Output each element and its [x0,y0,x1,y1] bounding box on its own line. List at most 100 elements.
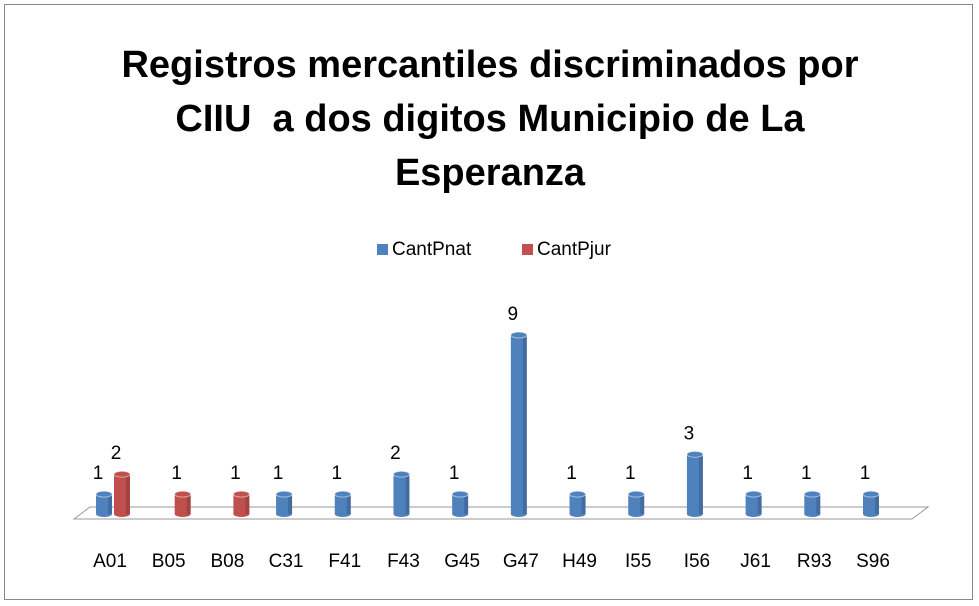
bar-body [276,494,293,514]
bar-bottom [233,511,250,517]
bar-top [862,490,880,498]
bar-bottom [114,511,130,517]
bar [95,490,113,517]
bar-body [686,454,703,514]
x-tick-label: I56 [684,551,710,572]
bar-top [275,490,293,498]
bar-body [569,494,586,514]
bar-shade [581,494,586,514]
bar-top [392,470,410,478]
bar-shade [126,474,130,514]
chart-frame [4,4,973,600]
bar-bottom [628,511,645,517]
x-tick-label: C31 [269,551,304,572]
bar [232,490,250,517]
bar-shade [816,494,821,514]
data-label: 2 [390,443,401,464]
bar-body [233,494,250,514]
bar-shade [522,335,527,514]
chart-title: Registros mercantiles discriminados por … [121,44,870,194]
bar-bottom [276,511,293,517]
bar [686,450,704,517]
legend-label: CantPjur [537,239,612,260]
bar [275,490,293,517]
x-tick-label: B05 [152,551,186,572]
bar-top [686,450,704,458]
bar [627,490,645,517]
bar-shade [698,454,703,514]
bar-shade [640,494,645,514]
bar [862,490,880,517]
bar-top [627,490,645,498]
bar-bottom [863,511,879,517]
bar-bottom [569,511,586,517]
x-tick-label: B08 [210,551,244,572]
bar-bottom [96,511,112,517]
bar-shade [108,494,112,514]
x-tick-label: R93 [797,551,832,572]
bar [113,470,131,517]
bar-body [96,494,112,514]
bar-shade [405,474,410,514]
legend-swatch [377,244,388,255]
bar-bottom [510,511,527,517]
bar-body [334,494,351,514]
bar-body [452,494,469,514]
x-tick-label: G47 [503,551,539,572]
x-tick-label: F43 [387,551,420,572]
data-label: 1 [566,463,577,484]
bar-top [174,490,192,498]
data-label: 1 [230,463,241,484]
bar-body [628,494,645,514]
bar-body [174,494,191,514]
x-tick-label: G45 [444,551,480,572]
bar-top [510,331,528,339]
bar-shade [464,494,469,514]
bar-bottom [804,511,821,517]
bar-top [745,490,763,498]
bar-body [393,474,410,514]
data-label: 1 [801,463,812,484]
bar-shade [346,494,351,514]
bar-body [510,335,527,514]
bar-bottom [452,511,469,517]
bar [174,490,192,517]
bar-body [804,494,821,514]
data-label: 1 [331,463,342,484]
bar-bottom [745,511,762,517]
bar-shade [245,494,250,514]
data-label: 2 [111,443,122,464]
data-label: 9 [508,304,519,325]
bar-top [113,470,131,478]
bar-top [334,490,352,498]
bar [334,490,352,517]
x-tick-label: H49 [562,551,597,572]
bar-bottom [334,511,351,517]
x-tick-label: A01 [93,551,127,572]
bar-shade [186,494,191,514]
bar [451,490,469,517]
bar [510,331,528,517]
x-tick-label: F41 [328,551,361,572]
bar [745,490,763,517]
bar [569,490,587,517]
data-label: 1 [93,463,104,484]
data-label: 1 [171,463,182,484]
floor [72,506,930,520]
x-tick-label: S96 [856,551,890,572]
bar-bottom [174,511,191,517]
x-tick-label: J61 [740,551,771,572]
bar-body [745,494,762,514]
bar [803,490,821,517]
x-tick-label: I55 [625,551,651,572]
bar-top [232,490,250,498]
bar-shade [288,494,293,514]
bar-bottom [393,511,410,517]
bar-shade [757,494,762,514]
bar-shade [875,494,879,514]
legend-label: CantPnat [392,239,472,260]
bar-top [569,490,587,498]
bar [392,470,410,517]
